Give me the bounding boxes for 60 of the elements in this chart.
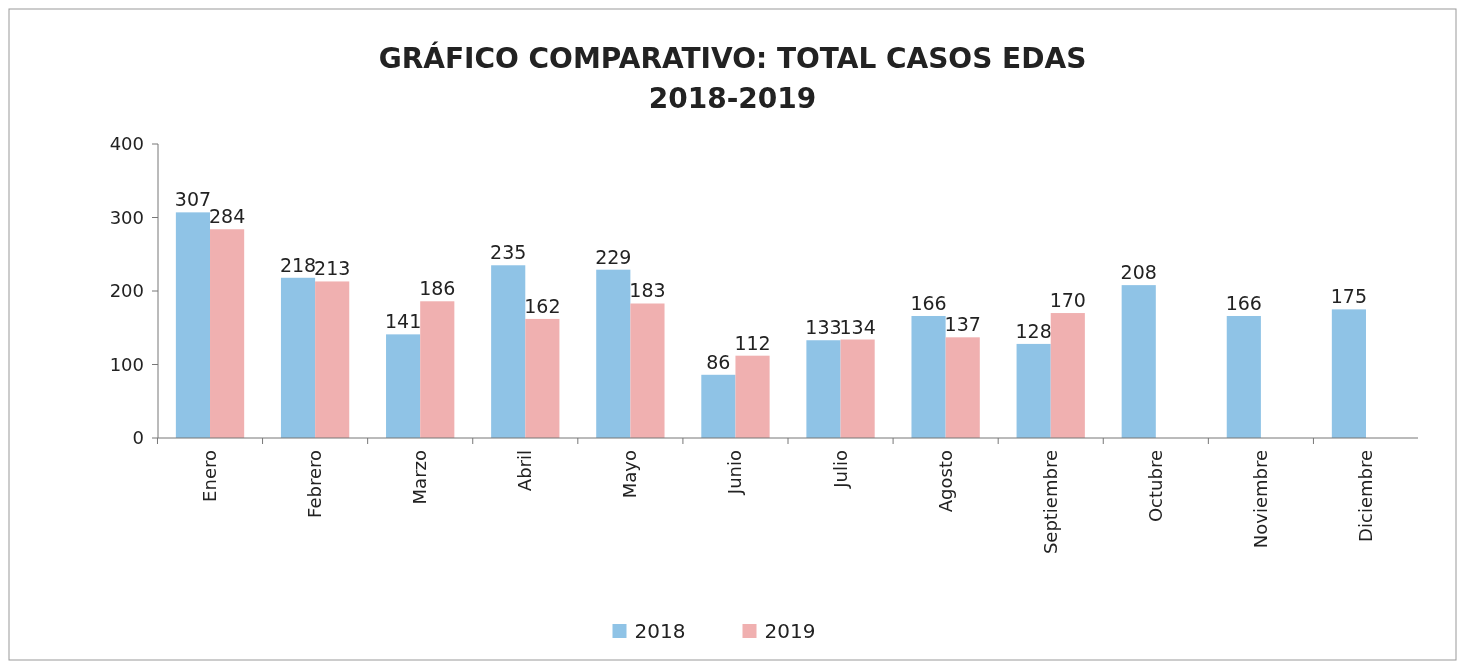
data-label: 213 xyxy=(314,257,351,280)
chart-title: GRÁFICO COMPARATIVO: TOTAL CASOS EDAS 2018-2019 xyxy=(378,41,1087,115)
bar xyxy=(175,212,211,438)
data-label: 284 xyxy=(208,205,246,228)
x-tick-label: Julio xyxy=(829,450,851,489)
bar xyxy=(945,337,980,438)
bar xyxy=(1226,315,1261,438)
x-tick-label: Agosto xyxy=(934,450,956,513)
y-tick-label: 200 xyxy=(109,280,144,301)
bar xyxy=(596,269,631,438)
x-tick-label: Septiembre xyxy=(1039,450,1061,555)
data-label: 166 xyxy=(910,291,947,314)
data-label: 229 xyxy=(595,245,632,268)
data-label: 170 xyxy=(1049,289,1086,312)
x-tick-label: Junio xyxy=(724,450,746,496)
bar xyxy=(1050,313,1085,438)
data-label: 186 xyxy=(419,277,456,300)
bar xyxy=(420,301,455,438)
data-label: 133 xyxy=(805,316,842,339)
y-tick-label: 0 xyxy=(132,427,144,448)
data-label: 166 xyxy=(1225,291,1262,314)
x-tick-label: Enero xyxy=(199,450,221,502)
data-label: 86 xyxy=(706,350,731,373)
bar xyxy=(735,355,770,438)
y-tick-label: 100 xyxy=(109,353,144,375)
data-label: 112 xyxy=(734,331,771,354)
bar xyxy=(630,303,665,438)
data-label: 128 xyxy=(1015,319,1052,342)
legend-label: 2019 xyxy=(764,619,816,643)
bar xyxy=(210,229,245,438)
bar xyxy=(491,265,526,438)
data-label: 162 xyxy=(524,294,561,317)
data-label: 137 xyxy=(944,313,981,336)
legend-label: 2018 xyxy=(634,619,686,643)
bar xyxy=(911,315,946,438)
x-tick-label: Noviembre xyxy=(1249,450,1271,549)
x-tick-label: Marzo xyxy=(409,450,431,505)
x-tick-label: Febrero xyxy=(304,450,326,518)
y-tick-label: 300 xyxy=(109,206,144,228)
data-label: 175 xyxy=(1330,285,1368,308)
data-label: 134 xyxy=(839,315,876,338)
bar xyxy=(386,334,421,438)
bar xyxy=(701,374,736,438)
x-tick-label: Octubre xyxy=(1144,450,1166,523)
bar xyxy=(280,277,316,438)
data-label: 183 xyxy=(629,279,666,302)
y-tick-label: 400 xyxy=(109,133,144,154)
bar xyxy=(840,339,875,438)
bar xyxy=(525,318,560,438)
x-tick-label: Diciembre xyxy=(1354,450,1376,542)
bar xyxy=(1331,309,1366,438)
data-label: 141 xyxy=(384,310,422,333)
bar xyxy=(315,281,350,438)
data-label: 208 xyxy=(1120,261,1157,284)
data-label: 235 xyxy=(490,241,527,264)
x-tick-label: Abril xyxy=(514,450,536,492)
bar xyxy=(1016,343,1051,438)
bar xyxy=(1121,285,1156,438)
x-tick-label: Mayo xyxy=(619,450,641,499)
bar xyxy=(806,340,841,438)
